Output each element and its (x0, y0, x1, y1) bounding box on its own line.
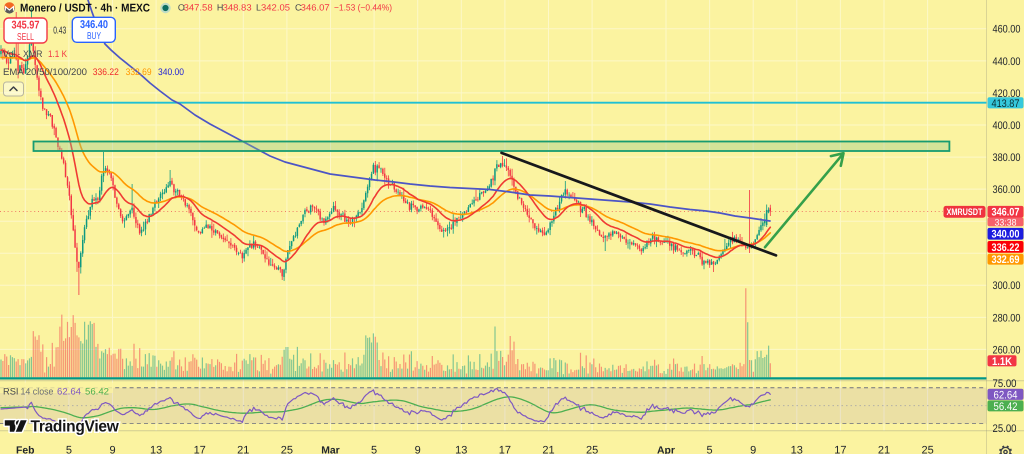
svg-text:300.00: 300.00 (993, 280, 1021, 292)
svg-text:340.00: 340.00 (158, 67, 184, 78)
svg-text:460.00: 460.00 (993, 24, 1021, 36)
svg-text:13: 13 (791, 444, 803, 454)
svg-text:420.00: 420.00 (993, 88, 1021, 100)
svg-text:348.83: 348.83 (223, 2, 252, 12)
svg-text:345.97: 345.97 (12, 20, 40, 32)
svg-text:Apr: Apr (657, 445, 675, 454)
svg-text:RSI: RSI (3, 387, 19, 397)
svg-text:9: 9 (415, 444, 421, 454)
svg-text:340.00: 340.00 (992, 229, 1020, 241)
svg-text:75.00: 75.00 (993, 378, 1017, 390)
svg-text:17: 17 (834, 444, 846, 454)
svg-text:360.00: 360.00 (993, 184, 1021, 196)
svg-text:C: C (295, 2, 302, 12)
svg-text:Monero / USDT · 4h · MEXC: Monero / USDT · 4h · MEXC (20, 3, 150, 15)
svg-text:332.69: 332.69 (126, 67, 152, 78)
svg-text:346.07: 346.07 (301, 2, 330, 12)
svg-text:17: 17 (499, 444, 511, 454)
svg-text:346.40: 346.40 (80, 19, 108, 31)
svg-text:SELL: SELL (17, 32, 34, 43)
svg-text:H: H (217, 2, 224, 12)
svg-text:L: L (256, 2, 261, 12)
svg-text:25: 25 (921, 444, 933, 454)
svg-text:5: 5 (66, 444, 72, 454)
svg-text:280.00: 280.00 (993, 312, 1021, 324)
svg-text:21: 21 (237, 444, 249, 454)
svg-text:21: 21 (542, 444, 554, 454)
svg-text:13: 13 (455, 444, 467, 454)
svg-text:5: 5 (371, 444, 377, 454)
svg-text:1.1K: 1.1K (992, 356, 1012, 368)
svg-text:BUY: BUY (87, 31, 101, 42)
svg-text:0.43: 0.43 (53, 26, 66, 37)
svg-text:347.58: 347.58 (184, 2, 213, 12)
svg-text:14 close: 14 close (21, 387, 54, 397)
svg-text:400.00: 400.00 (993, 120, 1021, 132)
svg-text:XMRUSDT: XMRUSDT (947, 207, 983, 218)
svg-text:1.1 K: 1.1 K (48, 49, 68, 60)
svg-text:56.42: 56.42 (85, 387, 109, 397)
svg-text:332.69: 332.69 (992, 254, 1020, 266)
svg-text:336.22: 336.22 (992, 242, 1020, 254)
svg-text:25: 25 (281, 444, 293, 454)
svg-text:260.00: 260.00 (993, 344, 1021, 356)
svg-text:−1.53 (−0.44%): −1.53 (−0.44%) (334, 2, 392, 12)
svg-text:9: 9 (109, 444, 115, 454)
svg-text:342.05: 342.05 (261, 2, 290, 12)
svg-text:56.42: 56.42 (994, 401, 1018, 413)
svg-text:9: 9 (750, 444, 756, 454)
svg-text:Mar: Mar (321, 445, 339, 454)
svg-text:13: 13 (150, 444, 162, 454)
svg-text:Vol · XMR: Vol · XMR (3, 49, 43, 60)
svg-text:Feb: Feb (16, 445, 34, 454)
svg-text:336.22: 336.22 (93, 67, 119, 78)
svg-text:17: 17 (194, 444, 206, 454)
svg-text:21: 21 (878, 444, 890, 454)
svg-text:62.64: 62.64 (994, 389, 1018, 401)
svg-text:62.64: 62.64 (57, 387, 81, 397)
svg-text:25.00: 25.00 (993, 423, 1017, 435)
svg-text:380.00: 380.00 (993, 152, 1021, 164)
svg-text:346.07: 346.07 (992, 207, 1020, 219)
svg-text:EMA 20/50/100/200: EMA 20/50/100/200 (3, 67, 87, 78)
svg-text:33:38: 33:38 (995, 217, 1017, 228)
svg-text:413.87: 413.87 (992, 98, 1020, 110)
svg-text:440.00: 440.00 (993, 56, 1021, 68)
svg-text:TradingView: TradingView (31, 418, 120, 436)
svg-text:25: 25 (586, 444, 598, 454)
svg-text:5: 5 (707, 444, 713, 454)
svg-text:O: O (178, 2, 185, 12)
